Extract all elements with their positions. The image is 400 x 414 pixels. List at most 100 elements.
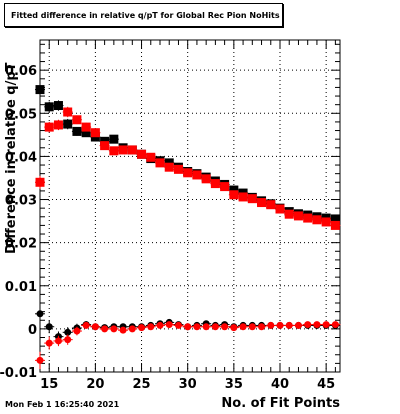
- y-tick-label: 0.05: [5, 107, 37, 122]
- data-point-circle: [64, 328, 72, 336]
- data-point-circle: [45, 323, 53, 331]
- data-point-circle: [119, 326, 127, 334]
- data-point-circle: [156, 321, 164, 329]
- plot-frame: [39, 39, 341, 373]
- data-point-square: [109, 146, 119, 156]
- data-point-square: [53, 120, 63, 130]
- data-point-square: [100, 141, 110, 151]
- data-point-circle: [193, 323, 201, 331]
- data-point-square: [44, 122, 54, 132]
- data-point-circle: [110, 325, 118, 333]
- data-point-circle: [73, 327, 81, 335]
- data-point-circle: [239, 323, 247, 331]
- data-point-circle: [54, 337, 62, 345]
- data-point-square: [210, 179, 220, 189]
- y-tick-label: 0.06: [5, 64, 37, 79]
- date-stamp: Mon Feb 1 16:25:40 2021: [5, 400, 120, 409]
- data-point-square: [173, 164, 183, 174]
- data-point-square: [257, 198, 267, 208]
- y-tick-label: -0.01: [0, 366, 37, 381]
- data-point-circle: [45, 339, 53, 347]
- data-point-square: [44, 102, 54, 112]
- x-tick-label: 35: [225, 377, 243, 392]
- x-tick-label: 45: [317, 377, 335, 392]
- data-point-square: [155, 158, 165, 168]
- data-point-square: [192, 170, 202, 180]
- x-tick-label: 20: [86, 377, 104, 392]
- data-point-circle: [294, 321, 302, 329]
- data-point-square: [275, 204, 285, 214]
- data-point-circle: [331, 321, 339, 329]
- data-point-square: [312, 215, 322, 225]
- data-point-circle: [165, 321, 173, 329]
- data-point-square: [72, 126, 82, 136]
- data-point-circle: [313, 321, 321, 329]
- y-tick-label: 0.01: [5, 280, 37, 295]
- data-point-square: [63, 119, 73, 129]
- data-point-square: [63, 107, 73, 117]
- data-point-circle: [285, 321, 293, 329]
- data-point-square: [137, 149, 147, 159]
- data-point-square: [201, 174, 211, 184]
- data-point-square: [238, 192, 248, 202]
- data-point-square: [266, 200, 276, 210]
- data-point-square: [90, 128, 100, 138]
- data-point-square: [118, 145, 128, 155]
- data-point-circle: [64, 336, 72, 344]
- chart-title: Fitted difference in relative q/pT for G…: [4, 3, 283, 27]
- data-point-square: [109, 134, 119, 144]
- data-point-circle: [184, 323, 192, 331]
- data-point-circle: [36, 356, 44, 364]
- data-point-square: [220, 182, 230, 192]
- data-point-square: [72, 115, 82, 125]
- data-point-square: [146, 152, 156, 162]
- data-point-circle: [128, 325, 136, 333]
- data-point-square: [330, 220, 340, 230]
- y-tick-label: 0.02: [5, 237, 37, 252]
- x-tick-label: 30: [179, 377, 197, 392]
- data-point-square: [229, 185, 239, 195]
- y-tick-label: 0.04: [5, 150, 37, 165]
- data-point-square: [35, 85, 45, 95]
- data-point-circle: [36, 310, 44, 318]
- data-point-circle: [138, 324, 146, 332]
- data-point-square: [247, 194, 257, 204]
- data-point-square: [127, 145, 137, 155]
- data-point-circle: [248, 323, 256, 331]
- data-point-circle: [101, 325, 109, 333]
- data-point-circle: [91, 323, 99, 331]
- data-point-circle: [276, 321, 284, 329]
- y-tick-label: 0: [28, 323, 37, 338]
- data-point-circle: [267, 321, 275, 329]
- data-point-circle: [82, 321, 90, 329]
- data-point-square: [321, 217, 331, 227]
- y-axis-label: Difference in relative q/pT: [4, 62, 19, 254]
- data-point-square: [183, 168, 193, 178]
- x-tick-label: 40: [271, 377, 289, 392]
- data-point-circle: [230, 324, 238, 332]
- data-point-circle: [202, 323, 210, 331]
- data-point-square: [330, 214, 340, 224]
- data-point-square: [284, 209, 294, 219]
- data-point-square: [35, 177, 45, 187]
- data-point-circle: [211, 323, 219, 331]
- data-point-circle: [221, 323, 229, 331]
- x-tick-label: 15: [40, 377, 58, 392]
- data-point-square: [303, 213, 313, 223]
- data-point-square: [81, 122, 91, 132]
- data-point-circle: [304, 321, 312, 329]
- x-tick-label: 25: [132, 377, 150, 392]
- y-tick-label: 0.03: [5, 194, 37, 209]
- data-point-square: [164, 162, 174, 172]
- data-point-square: [81, 128, 91, 138]
- data-point-square: [293, 211, 303, 221]
- data-point-circle: [174, 321, 182, 329]
- data-point-circle: [322, 321, 330, 329]
- data-point-circle: [258, 323, 266, 331]
- data-point-square: [229, 190, 239, 200]
- data-point-circle: [147, 323, 155, 331]
- data-point-square: [53, 101, 63, 111]
- x-axis-label: No. of Fit Points: [221, 396, 340, 411]
